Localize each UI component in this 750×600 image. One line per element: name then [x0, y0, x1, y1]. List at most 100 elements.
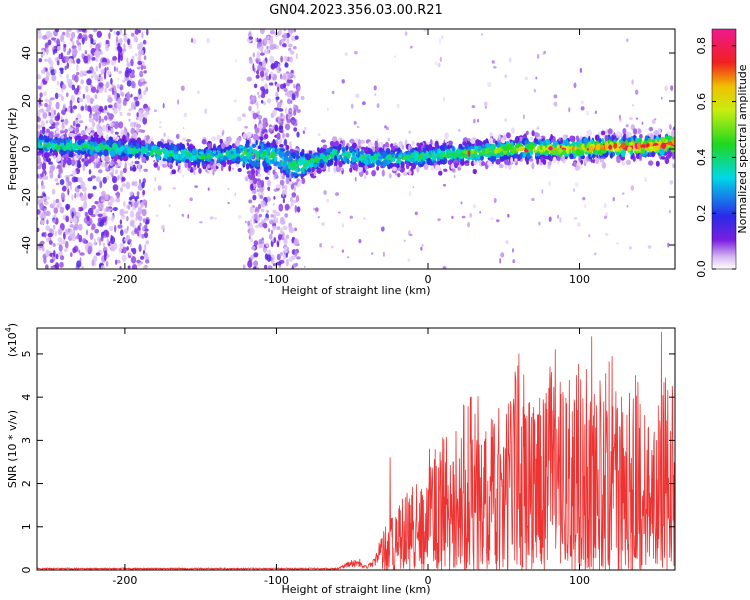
spectrogram-noise-speckle: [133, 35, 138, 41]
spectrogram-noise-speckle: [286, 38, 290, 44]
spectrogram-band-cell: [342, 139, 346, 147]
spectrogram-noise-speckle: [37, 196, 40, 202]
spectrogram-speckle: [158, 126, 162, 128]
spectrogram-noise-speckle: [71, 31, 76, 39]
spectrogram-band-cell: [311, 158, 315, 162]
spectrogram-band-cell: [611, 134, 614, 142]
spectrogram-speckle: [303, 265, 306, 268]
spectrogram-band-cell: [430, 165, 434, 172]
spectrogram-speckle: [235, 59, 237, 63]
spectrogram-speckle: [362, 217, 366, 220]
spectrogram-band-cell: [363, 175, 367, 180]
spectrogram-speckle: [632, 104, 634, 107]
spectrogram-band-cell: [505, 132, 511, 139]
spectrogram-band-cell: [547, 154, 552, 161]
spectrogram-band-cell: [660, 149, 665, 153]
spectrogram-speckle: [234, 192, 236, 197]
spectrogram-band-cell: [407, 151, 412, 155]
spectrogram-speckle: [616, 242, 619, 245]
spectrogram-noise-speckle: [44, 42, 49, 50]
spectrogram-noise-speckle: [69, 184, 72, 191]
spectrogram-speckle: [641, 121, 644, 125]
spectrogram-noise-speckle: [48, 240, 53, 245]
spectrogram-noise-speckle: [127, 265, 131, 269]
spectrogram-speckle: [493, 66, 497, 69]
spectrogram-band-cell: [96, 147, 100, 153]
spectrogram-noise-speckle: [132, 247, 137, 255]
spectrogram-speckle: [573, 82, 577, 89]
spectrogram-noise-speckle: [101, 118, 104, 123]
spectrogram-speckle: [66, 51, 70, 56]
spectrogram-speckle: [105, 215, 108, 219]
spectrogram-speckle: [294, 91, 298, 96]
spectrogram-noise-speckle: [106, 238, 110, 245]
spectrogram-speckle: [142, 218, 146, 223]
spectrogram-band-cell: [327, 159, 331, 167]
spectrogram-noise-speckle: [289, 79, 293, 84]
spectrogram-noise-speckle: [124, 70, 130, 78]
spectrogram-speckle: [358, 239, 362, 244]
spectrogram-band-cell: [649, 145, 654, 152]
spectrogram-band-cell: [248, 146, 253, 153]
spectrogram-speckle: [335, 192, 339, 196]
spectrogram-speckle: [371, 252, 374, 255]
spectrogram-speckle: [51, 215, 54, 218]
spectrogram-noise-speckle: [54, 230, 58, 237]
spectrogram-noise-speckle: [91, 105, 97, 113]
spectrogram-speckle: [243, 264, 246, 269]
spectrogram-noise-speckle: [139, 222, 142, 227]
spectrogram-band-cell: [472, 168, 477, 175]
spectrogram-band-cell: [56, 137, 61, 145]
spectrogram-noise-speckle: [286, 90, 293, 98]
spectrogram-noise-speckle: [118, 247, 123, 253]
spectrogram-band-cell: [421, 152, 426, 160]
spectrogram-speckle: [668, 209, 671, 214]
spectrogram-band-cell: [251, 170, 256, 175]
spectrogram-noise-speckle: [107, 104, 113, 109]
spectrogram-noise-speckle: [80, 105, 85, 112]
spectrogram-noise-speckle: [67, 185, 70, 190]
spectrogram-noise-speckle: [40, 173, 44, 178]
spectrogram-speckle: [77, 208, 80, 211]
spectrogram-band-cell: [465, 145, 469, 150]
spectrogram-band-cell: [260, 153, 263, 158]
spectrogram-noise-speckle: [142, 189, 146, 196]
spectrogram-speckle: [264, 72, 268, 77]
spectrogram-band-cell: [191, 155, 197, 161]
spectrogram-band-cell: [341, 152, 347, 157]
spectrogram-band-cell: [242, 151, 247, 155]
spectrogram-band-cell: [492, 138, 496, 144]
spectrogram-band-cell: [90, 135, 94, 143]
spectrogram-noise-speckle: [126, 246, 129, 251]
spectrogram-band-cell: [447, 160, 452, 165]
spectrogram-y-tick-label: -40: [20, 236, 33, 254]
spectrogram-noise-speckle: [65, 215, 70, 223]
spectrogram-noise-speckle: [268, 233, 273, 240]
spectrogram-speckle: [86, 215, 91, 221]
spectrogram-speckle: [408, 130, 412, 134]
spectrogram-band-cell: [503, 154, 508, 160]
spectrogram-noise-speckle: [251, 190, 257, 194]
spectrogram-noise-speckle: [266, 179, 272, 187]
spectrogram-noise-speckle: [77, 177, 83, 183]
spectrogram-band-cell: [304, 153, 310, 158]
spectrogram-noise-speckle: [129, 121, 135, 128]
spectrogram-band-cell: [53, 155, 56, 160]
spectrogram-band-cell: [645, 143, 650, 147]
spectrogram-band-cell: [363, 147, 369, 153]
spectrogram-band-cell: [277, 162, 283, 168]
spectrogram-noise-speckle: [45, 196, 51, 200]
spectrogram-noise-speckle: [283, 29, 286, 32]
spectrogram-noise-speckle: [126, 57, 129, 64]
spectrogram-band-cell: [105, 155, 110, 163]
spectrogram-noise-speckle: [258, 222, 264, 228]
spectrogram-band-cell: [164, 149, 169, 156]
spectrogram-noise-speckle: [142, 39, 147, 45]
spectrogram-band-cell: [220, 142, 226, 150]
spectrogram-speckle: [69, 174, 74, 177]
spectrogram-band-cell: [191, 145, 196, 149]
spectrogram-band-cell: [156, 143, 161, 147]
spectrogram-band-cell: [583, 137, 589, 145]
spectrogram-band-cell: [148, 138, 152, 144]
spectrogram-noise-speckle: [256, 101, 259, 110]
